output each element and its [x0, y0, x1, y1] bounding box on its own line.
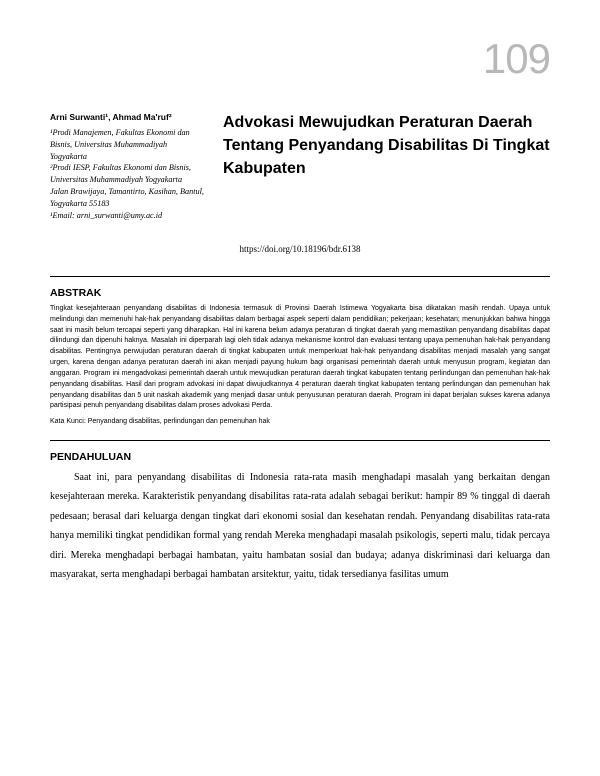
divider-top	[50, 276, 550, 277]
header-row: Arni Surwanti¹, Ahmad Ma'ruf² ¹Prodi Man…	[50, 111, 550, 222]
abstract-heading: ABSTRAK	[50, 287, 550, 299]
author-column: Arni Surwanti¹, Ahmad Ma'ruf² ¹Prodi Man…	[50, 111, 205, 222]
article-title: Advokasi Mewujudkan Peraturan Daerah Ten…	[223, 111, 550, 222]
intro-body: Saat ini, para penyandang disabilitas di…	[50, 468, 550, 585]
divider-mid	[50, 440, 550, 441]
intro-heading: PENDAHULUAN	[50, 451, 550, 463]
abstract-section: ABSTRAK Tingkat kesejahteraan penyandang…	[50, 287, 550, 428]
document-page: 109 Arni Surwanti¹, Ahmad Ma'ruf² ¹Prodi…	[0, 0, 600, 776]
keywords: Kata Kunci: Penyandang disabilitas, perl…	[50, 416, 550, 427]
author-affiliations: ¹Prodi Manajemen, Fakultas Ekonomi dan B…	[50, 127, 205, 222]
page-number: 109	[50, 35, 550, 83]
intro-section: PENDAHULUAN Saat ini, para penyandang di…	[50, 451, 550, 585]
doi-link[interactable]: https://doi.org/10.18196/bdr.6138	[50, 244, 550, 254]
abstract-body: Tingkat kesejahteraan penyandang disabil…	[50, 304, 550, 412]
author-names: Arni Surwanti¹, Ahmad Ma'ruf²	[50, 111, 205, 124]
